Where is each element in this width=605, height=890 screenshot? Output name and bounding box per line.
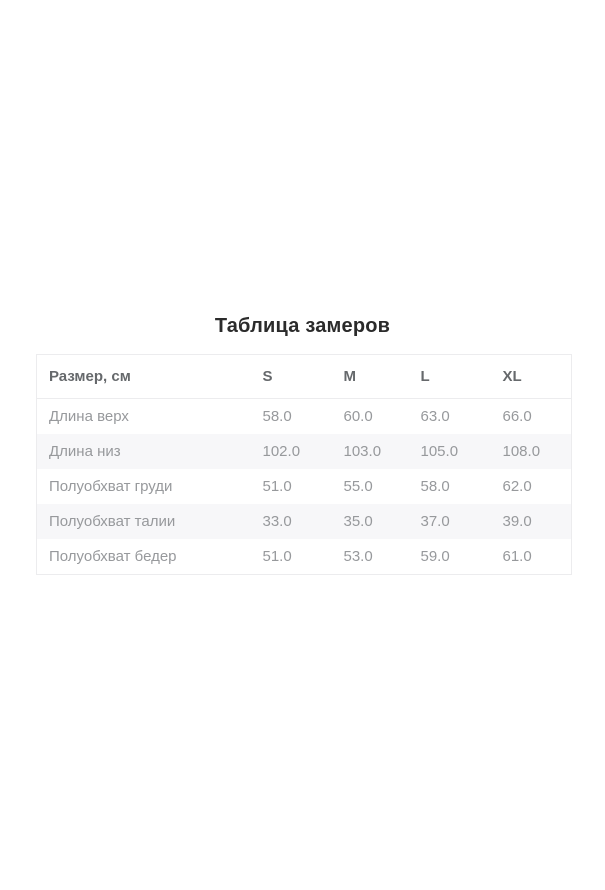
measurement-value-cell: 62.0 <box>502 478 532 495</box>
measurement-value-cell: 39.0 <box>502 513 532 530</box>
measurement-value-cell: 60.0 <box>343 408 373 425</box>
measurement-value-cell: 105.0 <box>420 443 459 460</box>
measurement-value-cell: 63.0 <box>420 408 450 425</box>
size-table: Размер, см S M L XL Длина верх 58.0 60.0 63… <box>36 354 572 575</box>
measurement-value-cell: 58.0 <box>262 408 292 425</box>
column-header-parameter: Размер, см <box>36 354 263 399</box>
measurement-value-cell: 51.0 <box>262 548 292 565</box>
measurement-value-cell: 51.0 <box>262 478 292 495</box>
measurement-value-cell: 103.0 <box>343 443 382 460</box>
measurement-value-cell: 58.0 <box>420 478 450 495</box>
measurement-value-cell: 61.0 <box>502 548 532 565</box>
column-header-size-s: S <box>262 354 344 399</box>
measurement-value-cell: 108.0 <box>502 443 541 460</box>
column-header-size-m: M <box>343 354 421 399</box>
measurement-row-label: Полуобхват талии <box>49 513 176 530</box>
measurement-value-cell: 33.0 <box>262 513 292 530</box>
size-table-row: Длина верх 58.0 60.0 63.0 66.0 <box>37 399 572 435</box>
size-table-row: Полуобхват груди 51.0 55.0 58.0 62.0 <box>37 469 572 504</box>
measurement-value-cell: 53.0 <box>343 548 373 565</box>
measurement-row-label: Длина низ <box>49 443 121 460</box>
measurement-value-cell: 59.0 <box>420 548 450 565</box>
measurement-value-cell: 37.0 <box>420 513 450 530</box>
measurement-value-cell: 66.0 <box>502 408 532 425</box>
measurement-row-label: Длина верх <box>49 408 129 425</box>
measurement-row-label: Полуобхват бедер <box>49 548 177 565</box>
measurement-value-cell: 55.0 <box>343 478 373 495</box>
column-header-size-xl: XL <box>502 354 572 399</box>
size-table-row: Полуобхват бедер 51.0 53.0 59.0 61.0 <box>37 539 572 575</box>
measurement-row-label: Полуобхват груди <box>49 478 173 495</box>
size-table-header-row: Размер, см S M L XL <box>36 354 572 399</box>
size-table-title: Таблица замеров <box>214 315 391 337</box>
measurement-value-cell: 35.0 <box>343 513 373 530</box>
size-table-row: Длина низ 102.0 103.0 105.0 108.0 <box>36 434 572 469</box>
size-table-row: Полуобхват талии 33.0 35.0 37.0 39.0 <box>36 504 572 539</box>
column-header-size-l: L <box>420 354 503 399</box>
measurement-value-cell: 102.0 <box>262 443 301 460</box>
